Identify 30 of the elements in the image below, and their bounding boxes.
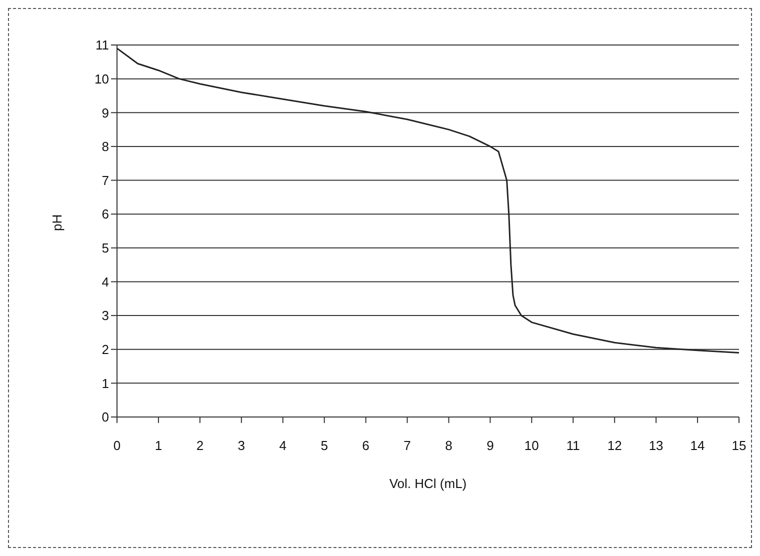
x-tick-label: 13 bbox=[648, 438, 664, 454]
x-tick-label: 5 bbox=[320, 438, 328, 454]
x-tick-label: 1 bbox=[154, 438, 162, 454]
x-tick-label: 6 bbox=[362, 438, 370, 454]
y-axis-title: pH bbox=[50, 214, 65, 231]
x-tick-label: 4 bbox=[279, 438, 286, 454]
x-tick-label: 0 bbox=[113, 438, 121, 454]
y-tick-label: 5 bbox=[102, 240, 109, 256]
x-tick-label: 8 bbox=[445, 438, 452, 454]
y-tick-label: 11 bbox=[96, 38, 109, 53]
y-tick-label: 0 bbox=[102, 410, 109, 425]
y-tick-label: 8 bbox=[102, 139, 109, 154]
y-tick-label: 4 bbox=[102, 274, 109, 290]
x-tick-label: 12 bbox=[607, 438, 622, 454]
y-tick-label: 6 bbox=[102, 206, 109, 222]
y-tick-label: 10 bbox=[94, 71, 109, 86]
x-tick-label: 2 bbox=[196, 438, 204, 454]
x-axis-title: Vol. HCl (mL) bbox=[389, 476, 467, 492]
y-tick-label: 2 bbox=[102, 342, 109, 357]
x-tick-label: 14 bbox=[690, 438, 705, 454]
x-tick-label: 7 bbox=[404, 438, 411, 454]
x-tick-label: 10 bbox=[524, 438, 539, 454]
y-tick-label: 7 bbox=[102, 172, 109, 188]
x-tick-label: 3 bbox=[238, 438, 246, 454]
y-tick-label: 1 bbox=[102, 376, 109, 391]
x-tick-label: 9 bbox=[486, 438, 494, 454]
x-tick-label: 15 bbox=[732, 438, 746, 454]
y-tick-label: 3 bbox=[102, 308, 109, 324]
x-tick-label: 11 bbox=[566, 438, 580, 454]
y-tick-label: 9 bbox=[102, 105, 109, 120]
